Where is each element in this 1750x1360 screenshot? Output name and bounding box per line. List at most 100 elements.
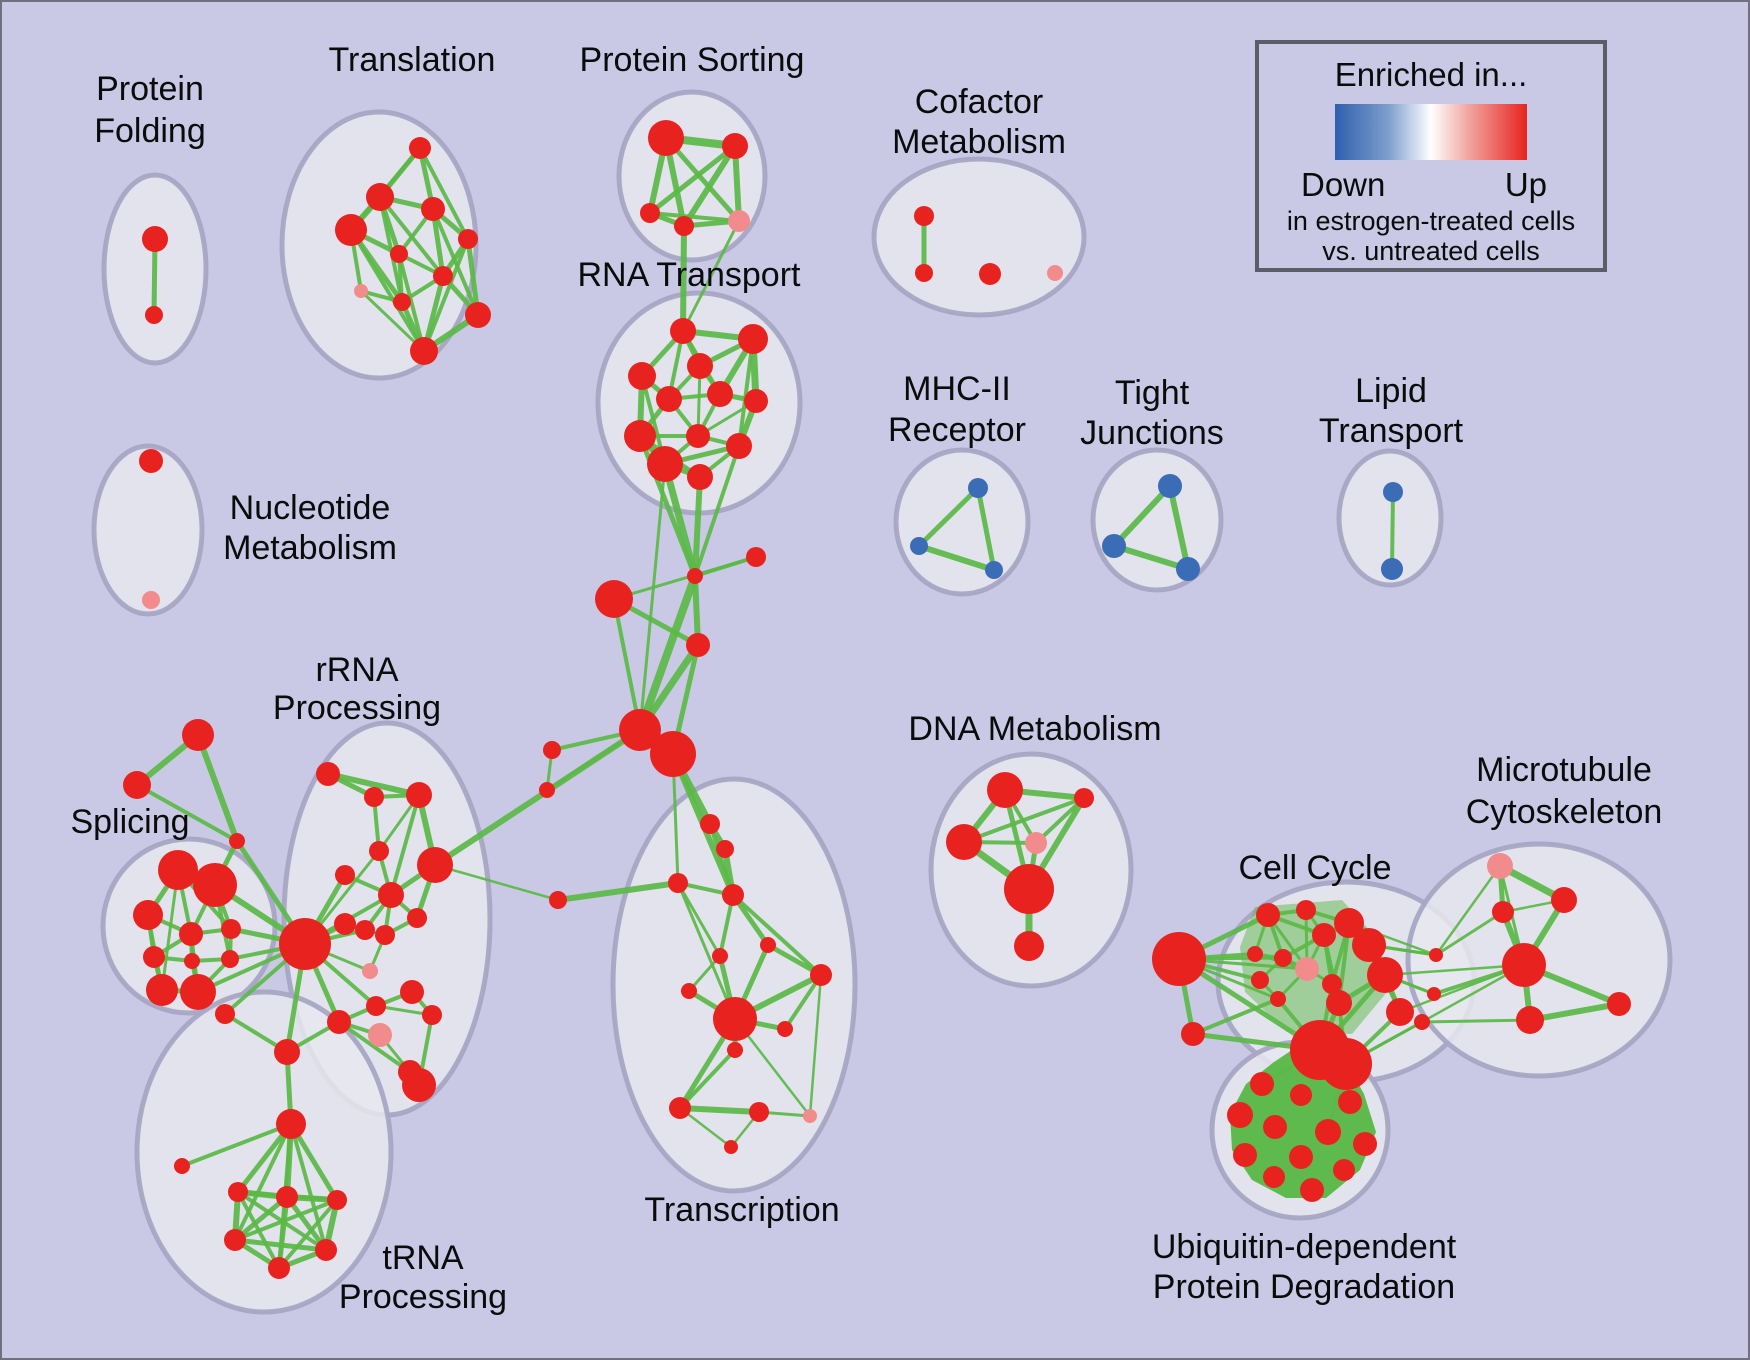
gene-set-node [409,137,431,159]
gene-set-node [334,913,356,935]
legend-up-label: Up [1504,166,1547,203]
gene-set-node [1551,887,1577,913]
cluster-label-cofactor-metabolism: Metabolism [892,123,1066,161]
enrichment-edge [555,880,681,903]
gene-set-node [1158,474,1182,498]
gene-set-node [979,263,1001,285]
gene-set-node [179,922,203,946]
gene-set-node [335,214,367,246]
gene-set-node [1429,948,1443,962]
gene-set-node [722,884,744,906]
gene-set-node [670,318,696,344]
legend-title: Enriched in... [1334,56,1528,93]
gene-set-node [726,433,752,459]
gene-set-node [1381,558,1403,580]
cluster-label-trna-processing: Processing [339,1278,507,1316]
gene-set-node [182,719,214,751]
gene-set-node [1227,1102,1253,1128]
enrichment-edge [962,796,1086,844]
gene-set-node [180,974,216,1010]
cluster-label-trna-processing: tRNA [382,1239,464,1277]
gene-set-node [738,324,768,354]
gene-set-node [375,925,395,945]
gene-set-node [421,197,445,221]
gene-set-node [746,547,766,567]
gene-set-node [1274,949,1292,967]
gene-set-node [221,950,239,968]
gene-set-node [1300,1178,1324,1202]
enrichment-edge [1111,483,1173,549]
gene-set-node [1102,534,1126,558]
enrichment-edge [433,863,560,902]
enrichment-edge [277,1198,339,1270]
gene-set-node [656,386,682,412]
cluster-label-cell-cycle: Cell Cycle [1238,849,1391,887]
gene-set-node [1181,1022,1205,1046]
gene-set-node [400,980,424,1004]
gene-set-node [1270,991,1286,1007]
gene-set-node [410,337,438,365]
cluster-bubble-lipid-transport [1336,448,1444,588]
enrichment-edge [180,1122,293,1168]
gene-set-node [628,362,656,390]
enrichment-edge [233,1122,293,1242]
gene-set-node [749,1102,769,1122]
enrichment-edge [975,485,997,573]
gene-set-node [407,908,427,928]
gene-set-node [1492,901,1514,923]
gene-set-node [915,264,933,282]
enrichment-edge [1434,910,1505,957]
gene-set-node [1367,957,1403,993]
gene-set-node [174,1158,190,1174]
gene-set-node [1333,1159,1355,1181]
gene-set-node [1338,1090,1362,1114]
gene-set-node [1326,990,1352,1016]
enrichment-edge [916,543,997,573]
gene-set-node [1247,946,1263,962]
enrichment-edge [916,485,981,549]
gene-set-node [402,1068,436,1102]
enrichment-edge [661,460,699,580]
gene-set-node [390,245,408,263]
gene-set-node [777,1021,793,1037]
gene-set-node [417,847,453,883]
gene-set-node [368,1023,392,1047]
cluster-label-splicing: Splicing [70,803,189,841]
gene-set-node [1289,1145,1313,1169]
gene-set-node [354,284,368,298]
enrichment-edge [389,793,421,897]
gene-set-node [648,120,684,156]
gene-set-node [366,183,394,211]
gene-set-node [1014,931,1044,961]
cluster-label-rrna-processing: rRNA [315,651,398,689]
enrichment-edge [677,1105,762,1115]
gene-set-node [369,841,389,861]
gene-set-node [803,1109,817,1123]
gene-set-node [724,1140,738,1154]
gene-set-node [145,306,163,324]
gene-set-node [422,1005,442,1025]
gene-set-node [224,1229,246,1251]
gene-set-node [1004,864,1054,914]
enrichment-edge [359,289,426,353]
gene-set-node [355,920,375,940]
gene-set-node [158,850,198,890]
gene-set-node [549,891,567,909]
enrichment-edge [422,237,470,353]
gene-set-node [674,216,694,236]
enrichment-edge [648,211,741,223]
gene-set-node [316,762,340,786]
enrichment-edge [1383,963,1526,977]
cluster-label-cofactor-metabolism: Cofactor [915,83,1044,121]
cluster-label-lipid-transport: Transport [1319,412,1464,450]
gene-set-node [393,293,411,311]
enrichment-edge [681,219,741,333]
gene-set-node [1233,1143,1257,1167]
gene-set-node [910,537,928,555]
gene-set-node [1427,987,1441,1001]
gene-set-node [985,561,1003,579]
gene-set-node [228,1182,248,1202]
gene-set-node [539,782,555,798]
gene-set-node [143,946,165,968]
gene-set-node [1386,998,1414,1026]
